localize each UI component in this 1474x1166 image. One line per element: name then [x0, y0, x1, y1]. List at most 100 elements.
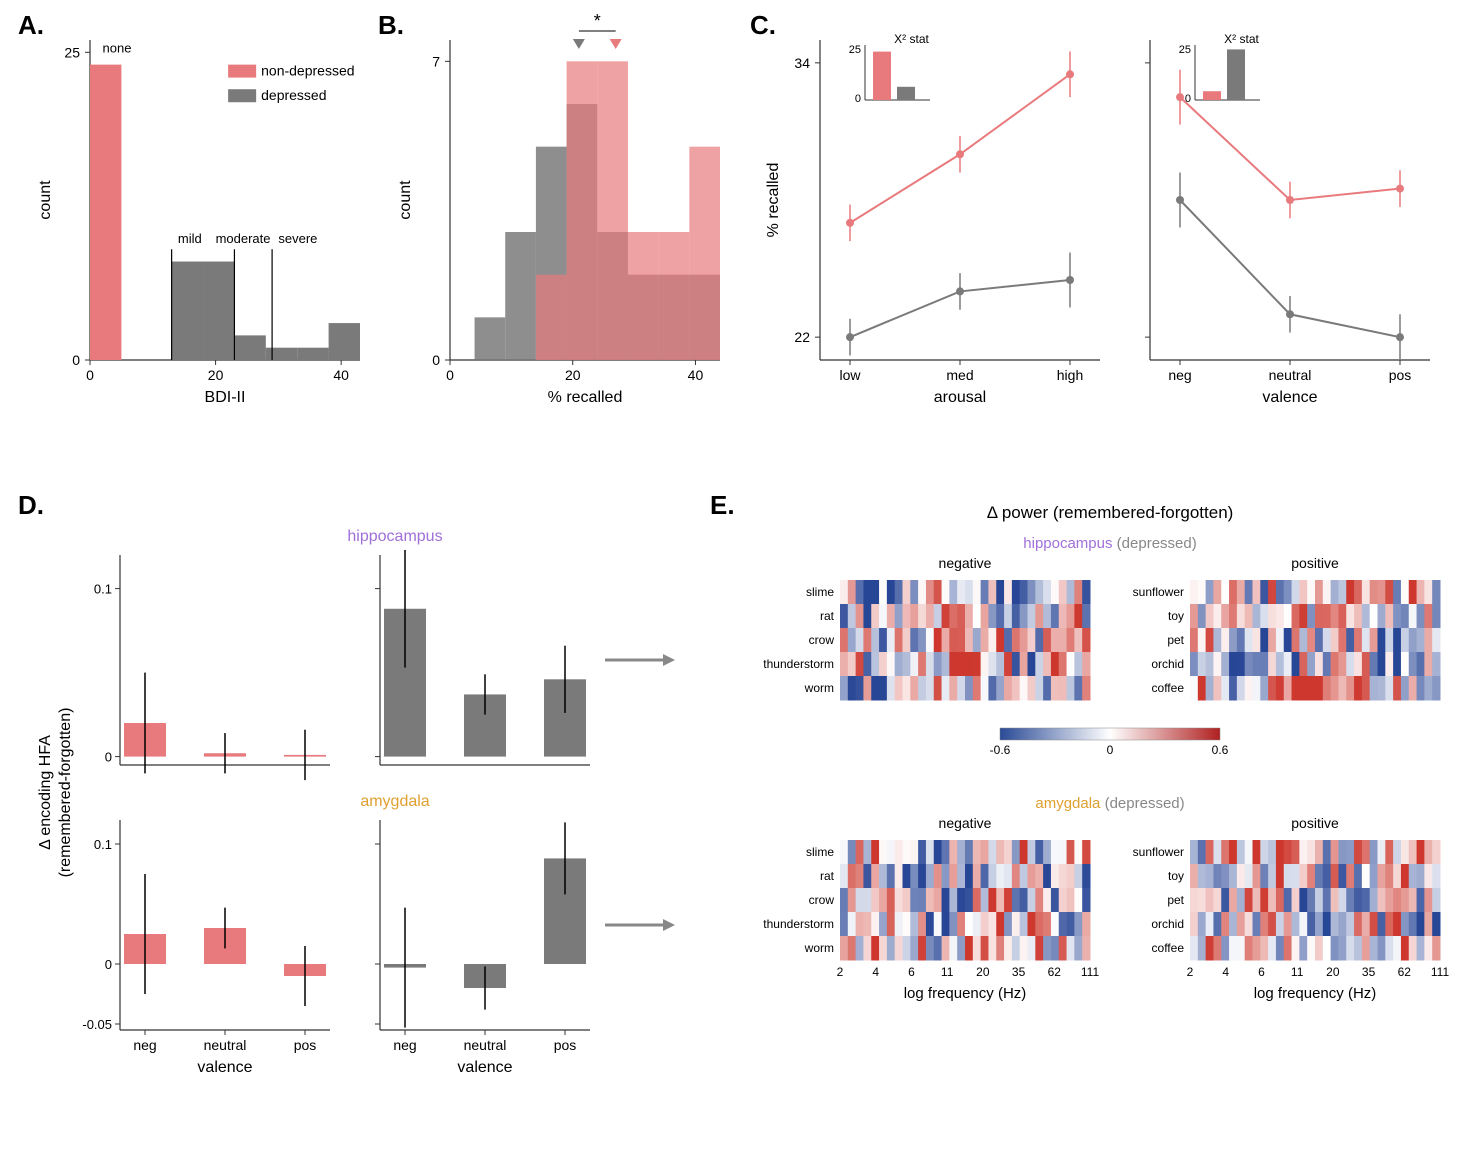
- svg-text:worm: worm: [804, 941, 834, 955]
- svg-text:2: 2: [837, 965, 844, 979]
- svg-text:arousal: arousal: [934, 389, 986, 406]
- svg-text:neutral: neutral: [1269, 367, 1312, 383]
- svg-text:pos: pos: [294, 1037, 317, 1053]
- svg-text:111: 111: [1081, 965, 1100, 979]
- svg-text:pos: pos: [554, 1037, 577, 1053]
- svg-text:amygdala: amygdala: [360, 793, 429, 810]
- svg-text:X² stat: X² stat: [894, 32, 929, 46]
- svg-text:log frequency (Hz): log frequency (Hz): [1254, 985, 1377, 1002]
- svg-text:25: 25: [1179, 44, 1191, 56]
- svg-text:0.6: 0.6: [1212, 743, 1229, 757]
- svg-text:orchid: orchid: [1151, 917, 1184, 931]
- svg-text:count: count: [37, 180, 54, 220]
- svg-text:Δ encoding HFA: Δ encoding HFA: [37, 735, 54, 850]
- svg-text:sunflower: sunflower: [1133, 845, 1184, 859]
- svg-text:6: 6: [1258, 965, 1265, 979]
- svg-text:0: 0: [1185, 93, 1191, 105]
- svg-text:med: med: [946, 367, 973, 383]
- svg-text:slime: slime: [806, 845, 834, 859]
- svg-text:0: 0: [446, 367, 454, 383]
- svg-text:6: 6: [908, 965, 915, 979]
- svg-text:negative: negative: [939, 555, 992, 571]
- svg-text:crow: crow: [809, 893, 835, 907]
- svg-text:34: 34: [794, 55, 810, 71]
- svg-text:neutral: neutral: [464, 1037, 507, 1053]
- svg-text:0: 0: [855, 93, 861, 105]
- svg-text:% recalled: % recalled: [765, 163, 782, 238]
- svg-text:valence: valence: [197, 1059, 252, 1076]
- svg-text:20: 20: [976, 965, 990, 979]
- svg-text:(remembered-forgotten): (remembered-forgotten): [57, 708, 74, 878]
- svg-text:high: high: [1057, 367, 1083, 383]
- svg-text:valence: valence: [457, 1059, 512, 1076]
- svg-text:thunderstorm: thunderstorm: [763, 657, 834, 671]
- svg-text:0: 0: [105, 750, 112, 765]
- svg-text:positive: positive: [1291, 555, 1339, 571]
- svg-text:11: 11: [941, 965, 954, 979]
- svg-text:4: 4: [1222, 965, 1229, 979]
- svg-text:11: 11: [1291, 965, 1304, 979]
- svg-text:worm: worm: [804, 681, 834, 695]
- svg-text:0.1: 0.1: [94, 837, 112, 852]
- svg-text:0: 0: [1107, 743, 1114, 757]
- svg-text:negative: negative: [939, 815, 992, 831]
- svg-text:7: 7: [432, 53, 440, 69]
- svg-text:sunflower: sunflower: [1133, 585, 1184, 599]
- svg-text:20: 20: [1326, 965, 1340, 979]
- svg-text:2: 2: [1187, 965, 1194, 979]
- svg-text:111: 111: [1431, 965, 1450, 979]
- svg-text:0.1: 0.1: [94, 582, 112, 597]
- svg-text:25: 25: [849, 44, 861, 56]
- svg-text:depressed: depressed: [261, 87, 326, 103]
- svg-text:log frequency (Hz): log frequency (Hz): [904, 985, 1027, 1002]
- svg-text:valence: valence: [1262, 389, 1317, 406]
- svg-text:35: 35: [1362, 965, 1376, 979]
- plots-svg: 02040025BDI-IIcountnonemildmoderatesever…: [10, 10, 1464, 1156]
- figure-root: A. B. C. D. E. 02040025BDI-IIcountnonemi…: [10, 10, 1464, 1156]
- svg-text:positive: positive: [1291, 815, 1339, 831]
- svg-text:neutral: neutral: [204, 1037, 247, 1053]
- svg-text:Δ power (remembered-forgotten): Δ power (remembered-forgotten): [987, 503, 1234, 522]
- svg-text:neg: neg: [133, 1037, 156, 1053]
- svg-text:count: count: [397, 180, 414, 220]
- svg-text:35: 35: [1012, 965, 1026, 979]
- svg-text:slime: slime: [806, 585, 834, 599]
- svg-text:40: 40: [688, 367, 704, 383]
- svg-text:toy: toy: [1168, 869, 1184, 883]
- svg-text:mild: mild: [178, 231, 202, 246]
- svg-text:neg: neg: [1168, 367, 1191, 383]
- svg-text:0: 0: [72, 352, 80, 368]
- svg-text:pos: pos: [1389, 367, 1412, 383]
- svg-text:4: 4: [872, 965, 879, 979]
- svg-text:rat: rat: [820, 609, 835, 623]
- svg-text:pet: pet: [1167, 633, 1184, 647]
- svg-text:20: 20: [208, 367, 224, 383]
- svg-text:rat: rat: [820, 869, 835, 883]
- svg-text:toy: toy: [1168, 609, 1184, 623]
- svg-text:non-depressed: non-depressed: [261, 63, 354, 79]
- svg-text:% recalled: % recalled: [548, 389, 623, 406]
- svg-text:hippocampus (depressed): hippocampus (depressed): [1023, 535, 1196, 552]
- svg-text:-0.6: -0.6: [990, 743, 1011, 757]
- svg-text:orchid: orchid: [1151, 657, 1184, 671]
- svg-text:40: 40: [333, 367, 349, 383]
- svg-text:coffee: coffee: [1152, 681, 1185, 695]
- svg-text:0: 0: [86, 367, 94, 383]
- svg-text:X² stat: X² stat: [1224, 32, 1259, 46]
- svg-text:*: *: [594, 11, 601, 31]
- svg-text:25: 25: [64, 44, 80, 60]
- svg-text:crow: crow: [809, 633, 835, 647]
- svg-text:amygdala (depressed): amygdala (depressed): [1035, 795, 1184, 812]
- svg-text:0: 0: [432, 352, 440, 368]
- svg-text:coffee: coffee: [1152, 941, 1185, 955]
- svg-text:62: 62: [1048, 965, 1062, 979]
- svg-text:22: 22: [794, 329, 810, 345]
- svg-text:moderate: moderate: [216, 231, 271, 246]
- svg-text:62: 62: [1398, 965, 1412, 979]
- svg-text:20: 20: [565, 367, 581, 383]
- svg-text:pet: pet: [1167, 893, 1184, 907]
- svg-text:neg: neg: [393, 1037, 416, 1053]
- svg-text:severe: severe: [278, 231, 317, 246]
- svg-text:low: low: [839, 367, 861, 383]
- svg-text:none: none: [103, 40, 132, 55]
